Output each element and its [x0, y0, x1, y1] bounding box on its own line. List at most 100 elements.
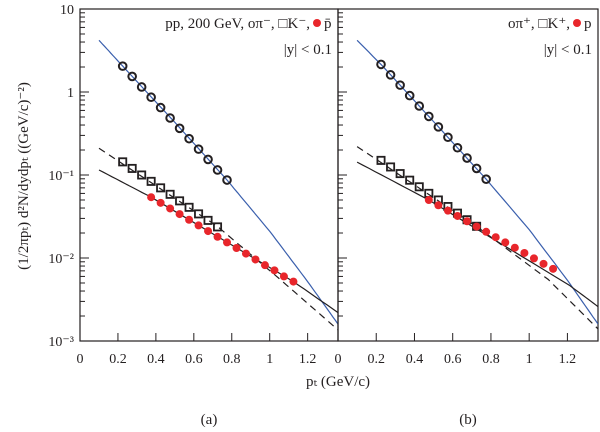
- pion-fit: [356, 39, 598, 325]
- kaon-point: [118, 157, 128, 167]
- pion-point: [395, 80, 405, 90]
- pion-point: [146, 92, 156, 103]
- kaon-point: [156, 183, 166, 193]
- legend: pp, 200 GeV, oπ⁻, □K⁻, p̄ |y| < 0.1: [165, 16, 332, 58]
- proton-point: [223, 238, 232, 247]
- x-tick-label: 1: [266, 352, 273, 367]
- x-tick-label: 0.4: [406, 352, 424, 367]
- x-tick-label: 0: [77, 352, 84, 367]
- pion-point: [155, 102, 166, 113]
- proton-point: [251, 255, 260, 264]
- x-tick-label: 0.4: [147, 352, 165, 367]
- plot-frame: [79, 8, 339, 342]
- x-tick-label: 0.6: [185, 352, 203, 367]
- y-tick-label: 10: [60, 3, 74, 18]
- kaon-point: [194, 209, 204, 219]
- pion-point: [433, 122, 444, 132]
- proton-point: [501, 238, 510, 247]
- x-tick-label: 0.2: [367, 352, 385, 367]
- proton-point: [194, 221, 203, 230]
- series-K-: [118, 157, 223, 232]
- kaon-point: [414, 182, 424, 192]
- proton-point: [520, 248, 529, 257]
- legend-rapidity: |y| < 0.1: [284, 42, 332, 58]
- panel-label: (a): [201, 412, 218, 428]
- proton-point: [529, 254, 538, 263]
- pion-point: [212, 165, 223, 175]
- y-axis-label: (1/2πpₜ) d²N/dydpₜ ((GeV/c)⁻²): [16, 82, 32, 270]
- plot-frame: [337, 8, 599, 342]
- legend-proton-marker: [573, 19, 581, 27]
- proton-point: [185, 215, 194, 224]
- series-pbar: [147, 193, 298, 286]
- pion-point: [385, 70, 396, 80]
- x-tick-label: 1: [526, 352, 533, 367]
- pion-point: [127, 71, 137, 82]
- pion-point: [222, 175, 232, 185]
- y-tick-label: 1: [67, 86, 74, 101]
- proton-point: [260, 261, 269, 270]
- kaon-point: [203, 215, 213, 225]
- legend: oπ⁺, □K⁺, p |y| < 0.1: [508, 16, 592, 58]
- pion-point: [481, 174, 491, 185]
- panel-label: (b): [459, 412, 477, 428]
- kaon-point: [184, 202, 194, 212]
- legend-species: oπ⁺, □K⁺,: [508, 16, 570, 32]
- legend-proton-label: p: [584, 16, 592, 32]
- proton-point: [270, 266, 279, 275]
- proton-point: [175, 210, 184, 219]
- proton-point: [443, 206, 452, 215]
- x-tick-label: 0.6: [444, 352, 462, 367]
- x-tick-label: 1.2: [559, 352, 577, 367]
- proton-point: [539, 259, 548, 268]
- proton-fit: [356, 161, 598, 308]
- proton-point: [472, 222, 481, 231]
- x-axis-label: pₜ (GeV/c): [306, 374, 370, 390]
- fit-curves: [356, 39, 598, 330]
- panel-a: 10⁻³ 10⁻² 10⁻¹ 1 10 0 0.2 0.4 0.6 0.8 1 1.2 pp, 200 …: [48, 3, 339, 428]
- kaon-point: [213, 222, 223, 232]
- legend-species: pp, 200 GeV, oπ⁻, □K⁻,: [165, 16, 310, 32]
- pion-point: [452, 142, 463, 153]
- legend-proton-marker: [313, 19, 321, 27]
- proton-point: [213, 232, 222, 241]
- proton-point: [482, 227, 491, 236]
- kaon-point: [405, 175, 415, 185]
- x-tick-label: 0.2: [109, 352, 127, 367]
- pion-point: [424, 111, 434, 122]
- kaon-point: [137, 170, 147, 180]
- x-tick-label: 1.2: [299, 352, 317, 367]
- kaon-point: [175, 196, 185, 206]
- series-pi-: [117, 61, 232, 185]
- proton-point: [289, 277, 298, 286]
- y-tick-label: 10⁻²: [48, 252, 74, 267]
- fit-curves: [98, 39, 338, 331]
- pion-point: [471, 163, 482, 174]
- proton-point: [204, 227, 213, 236]
- pion-point: [117, 61, 128, 71]
- kaon-point: [395, 169, 405, 179]
- proton-point: [434, 201, 443, 210]
- proton-point: [156, 198, 165, 207]
- pion-point: [193, 144, 204, 154]
- proton-point: [166, 204, 175, 213]
- pion-point: [376, 59, 386, 70]
- x-tick-label: 0.8: [223, 352, 241, 367]
- y-tick-label: 10⁻³: [48, 335, 74, 350]
- x-tick-label: 0: [335, 352, 342, 367]
- proton-point: [279, 272, 288, 281]
- proton-point: [510, 243, 519, 252]
- pion-point: [165, 113, 175, 123]
- legend-rapidity: |y| < 0.1: [544, 42, 592, 58]
- proton-point: [232, 243, 241, 252]
- series-pi+: [376, 59, 491, 185]
- kaon-point: [127, 163, 137, 173]
- kaon-fit: [356, 146, 598, 330]
- proton-point: [453, 211, 462, 220]
- proton-point: [424, 195, 433, 204]
- pion-point: [404, 90, 415, 101]
- pion-point: [443, 132, 453, 143]
- pion-point: [184, 133, 194, 144]
- pion-point: [136, 82, 147, 92]
- proton-point: [147, 193, 156, 202]
